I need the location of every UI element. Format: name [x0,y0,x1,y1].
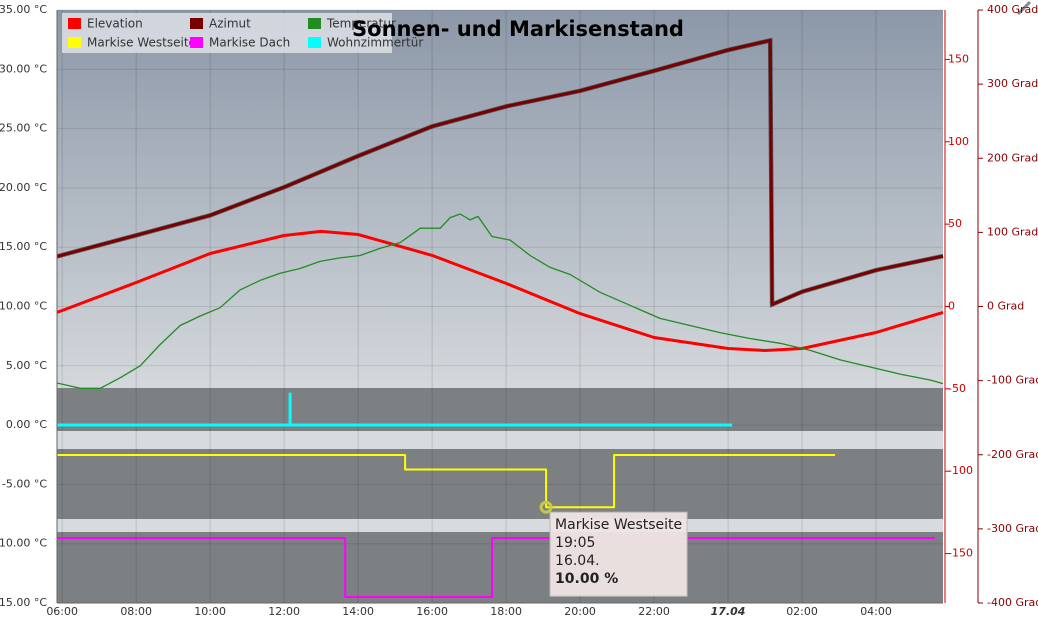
legend-label: Azimut [209,17,251,31]
y3-tick-label: -200 Grad [987,448,1038,461]
series-line [57,454,835,509]
plot-background [57,10,943,388]
y2-tick-label: 100 [948,135,969,148]
y3-tick-label: -400 Grad [987,596,1038,609]
x-tick-label: 02:00 [786,605,818,618]
x-tick-label: 20:00 [564,605,596,618]
y3-tick-label: 300 Grad [987,77,1038,90]
legend-label: Elevation [87,17,143,31]
y2-tick-label: 0 [948,300,955,313]
y-tick-label: -10.00 °C [0,537,47,550]
x-tick-label: 06:00 [46,605,78,618]
legend-label: Markise Dach [209,36,290,50]
y3-tick-label: 100 Grad [987,225,1038,238]
series-line [57,392,733,427]
legend-swatch [190,37,203,48]
tooltip-line: 19:05 [555,535,595,551]
band [57,449,943,519]
y2-tick-label: -50 [948,382,966,395]
series-line [56,229,944,352]
band [57,519,943,532]
y-tick-label: 20.00 °C [0,181,47,194]
tooltip-line: 10.00 % [555,571,618,587]
y2-tick-label: 150 [948,52,969,65]
y3-tick-label: 200 Grad [987,151,1038,164]
y2-tick-label: 50 [948,217,962,230]
x-tick-label: 10:00 [194,605,226,618]
y2-tick-label: -150 [948,547,973,560]
y-tick-label: 5.00 °C [6,359,47,372]
legend: Elevation Azimut Temperatur Markise Westsei… [62,13,423,53]
series-line [56,38,944,306]
y-tick-label: 30.00 °C [0,62,47,75]
edit-icon[interactable] [1016,0,1032,16]
legend-swatch [190,18,203,29]
y3-tick-label: -100 Grad [987,374,1038,387]
y3-tick-label: 400 Grad [987,3,1038,16]
tooltip-line: 16.04. [555,553,600,569]
legend-label: Wohnzimmertür [327,36,423,50]
x-tick-label: 04:00 [860,605,892,618]
tooltip-line: Markise Westseite [555,517,682,533]
x-tick-label: 08:00 [120,605,152,618]
x-tick-label: 14:00 [342,605,374,618]
legend-label: Temperatur [326,17,396,31]
legend-swatch [68,37,81,48]
chart-title: Sonnen- und Markisenstand [352,17,684,41]
y2-tick-label: -100 [948,464,973,477]
y-tick-label: 35.00 °C [0,3,47,16]
y-tick-label: -5.00 °C [2,477,47,490]
x-tick-label: 16:00 [416,605,448,618]
legend-swatch [308,37,321,48]
series-line [56,213,944,389]
band [57,431,943,449]
y-tick-label: 10.00 °C [0,300,47,313]
y3-tick-label: -300 Grad [987,522,1038,535]
x-tick-label: 12:00 [268,605,300,618]
legend-box [62,13,392,53]
legend-swatch [68,18,81,29]
y-tick-label: 0.00 °C [6,418,47,431]
tooltip: Markise Westseite 19:05 16.04. 10.00 % [539,500,688,597]
band [57,532,943,603]
x-tick-label: 17.04 [711,605,746,618]
y-tick-label: 15.00 °C [0,240,47,253]
tooltip-marker [539,500,553,514]
y3-tick-label: 0 Grad [987,300,1024,313]
y-tick-label: 25.00 °C [0,122,47,135]
legend-swatch [308,18,321,29]
tooltip-box [549,511,688,597]
legend-label: Markise Westseite [87,36,196,50]
x-tick-label: 18:00 [490,605,522,618]
y-tick-label: -15.00 °C [0,596,47,609]
x-tick-label: 22:00 [638,605,670,618]
